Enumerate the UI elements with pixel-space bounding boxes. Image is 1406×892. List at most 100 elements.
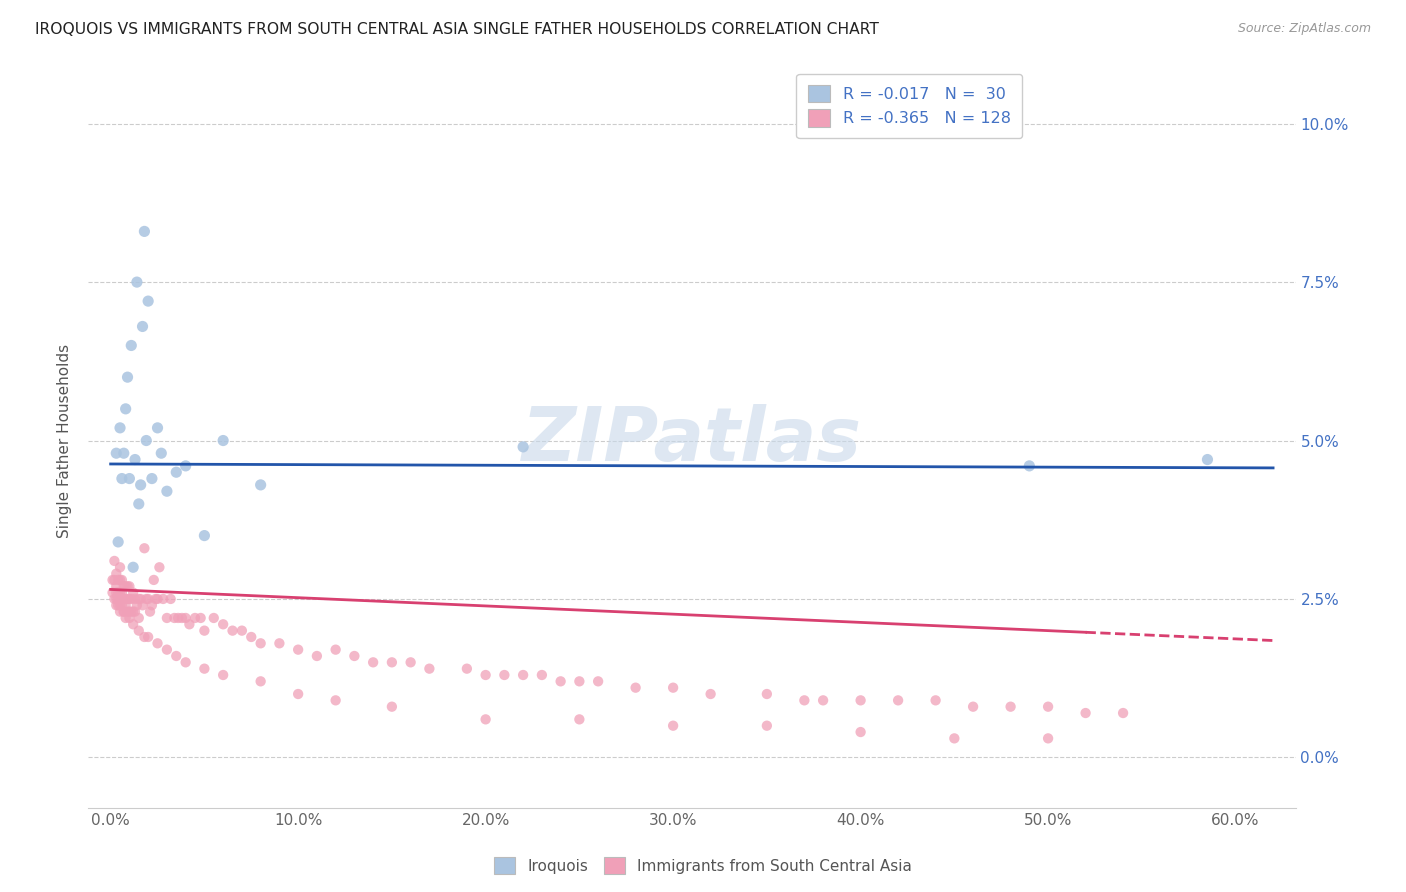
Point — [1018, 458, 1040, 473]
Text: IROQUOIS VS IMMIGRANTS FROM SOUTH CENTRAL ASIA SINGLE FATHER HOUSEHOLDS CORRELAT: IROQUOIS VS IMMIGRANTS FROM SOUTH CENTRA… — [35, 22, 879, 37]
Point — [118, 579, 141, 593]
Point — [381, 699, 404, 714]
Point — [148, 560, 170, 574]
Point — [159, 591, 181, 606]
Point — [118, 471, 141, 485]
Point — [193, 662, 215, 676]
Point — [105, 585, 128, 599]
Point — [135, 434, 157, 448]
Point — [212, 668, 235, 682]
Text: ZIPatlas: ZIPatlas — [522, 404, 862, 477]
Text: Source: ZipAtlas.com: Source: ZipAtlas.com — [1237, 22, 1371, 36]
Point — [107, 535, 129, 549]
Point — [125, 275, 148, 289]
Point — [136, 294, 159, 309]
Legend: R = -0.017   N =  30, R = -0.365   N = 128: R = -0.017 N = 30, R = -0.365 N = 128 — [796, 74, 1022, 138]
Point — [811, 693, 834, 707]
Point — [134, 541, 156, 556]
Point — [305, 648, 328, 663]
Point — [108, 560, 131, 574]
Point — [120, 605, 142, 619]
Point — [112, 605, 135, 619]
Point — [146, 591, 169, 606]
Point — [793, 693, 815, 707]
Point — [418, 662, 440, 676]
Point — [325, 642, 347, 657]
Point — [122, 585, 145, 599]
Point — [108, 591, 131, 606]
Point — [474, 712, 496, 726]
Point — [105, 566, 128, 581]
Point — [474, 668, 496, 682]
Point — [456, 662, 478, 676]
Point — [343, 648, 366, 663]
Point — [190, 611, 212, 625]
Point — [101, 585, 124, 599]
Point — [163, 611, 186, 625]
Point — [101, 573, 124, 587]
Point — [105, 599, 128, 613]
Point — [287, 642, 309, 657]
Point — [142, 573, 165, 587]
Point — [165, 648, 187, 663]
Legend: Iroquois, Immigrants from South Central Asia: Iroquois, Immigrants from South Central … — [488, 851, 918, 880]
Point — [108, 585, 131, 599]
Point — [124, 452, 146, 467]
Point — [129, 478, 152, 492]
Point — [193, 624, 215, 638]
Point — [107, 599, 129, 613]
Point — [512, 440, 534, 454]
Point — [146, 421, 169, 435]
Point — [122, 617, 145, 632]
Point — [755, 719, 778, 733]
Point — [624, 681, 647, 695]
Point — [221, 624, 243, 638]
Point — [165, 465, 187, 479]
Point — [586, 674, 609, 689]
Point — [325, 693, 347, 707]
Point — [156, 611, 179, 625]
Point — [699, 687, 721, 701]
Point — [105, 446, 128, 460]
Point — [111, 599, 134, 613]
Point — [512, 668, 534, 682]
Point — [174, 458, 197, 473]
Point — [107, 573, 129, 587]
Point — [568, 674, 591, 689]
Point — [399, 656, 422, 670]
Point — [131, 319, 153, 334]
Point — [117, 605, 139, 619]
Point — [131, 599, 153, 613]
Point — [124, 591, 146, 606]
Point — [184, 611, 207, 625]
Point — [150, 446, 173, 460]
Point — [105, 591, 128, 606]
Point — [269, 636, 291, 650]
Point — [128, 591, 150, 606]
Point — [887, 693, 910, 707]
Point — [924, 693, 946, 707]
Point — [112, 605, 135, 619]
Point — [849, 693, 872, 707]
Point — [202, 611, 225, 625]
Point — [120, 591, 142, 606]
Point — [287, 687, 309, 701]
Point — [193, 528, 215, 542]
Point — [662, 719, 685, 733]
Point — [135, 591, 157, 606]
Point — [117, 579, 139, 593]
Point — [103, 573, 125, 587]
Point — [145, 591, 167, 606]
Point — [174, 656, 197, 670]
Point — [111, 471, 134, 485]
Point — [125, 599, 148, 613]
Point — [111, 573, 134, 587]
Point — [179, 617, 201, 632]
Point — [120, 338, 142, 352]
Point — [128, 611, 150, 625]
Point — [156, 642, 179, 657]
Point — [174, 611, 197, 625]
Point — [114, 611, 136, 625]
Point — [240, 630, 263, 644]
Point — [107, 585, 129, 599]
